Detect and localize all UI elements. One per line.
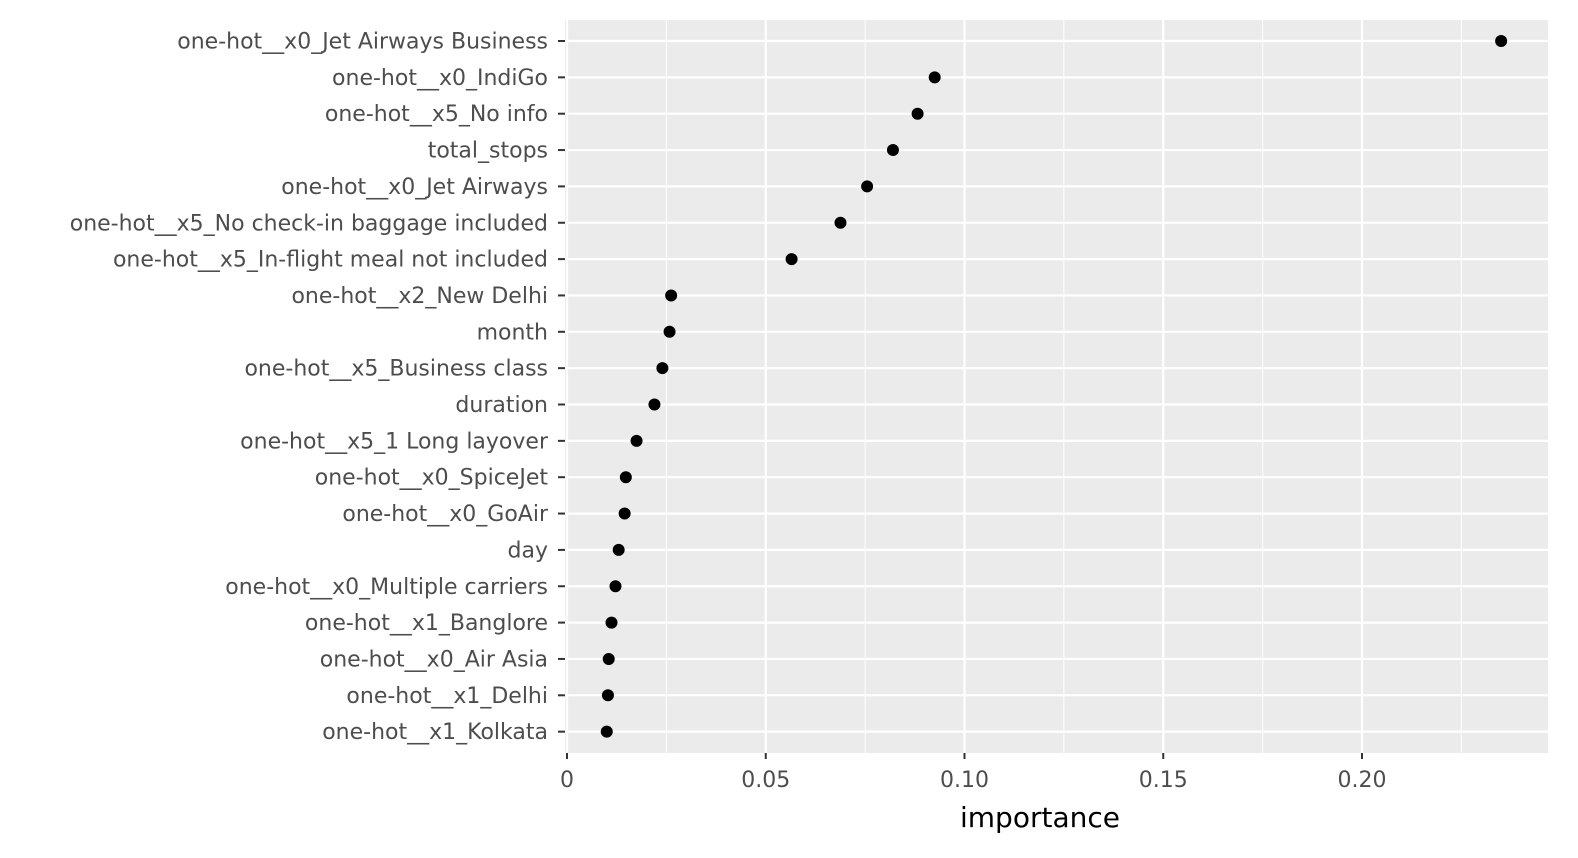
y-tick-label: one-hot__x1_Kolkata — [322, 720, 548, 745]
y-tick-label: day — [508, 538, 548, 563]
y-tick-label: one-hot__x5_Business class — [244, 357, 548, 382]
data-point — [630, 434, 643, 447]
y-tick-label: one-hot__x0_GoAir — [342, 502, 549, 527]
y-tick-label: one-hot__x5_No check-in baggage included — [70, 211, 548, 236]
data-point — [861, 180, 874, 193]
data-point — [602, 652, 615, 665]
data-point — [609, 580, 622, 593]
data-point — [619, 471, 632, 484]
x-tick-label: 0 — [560, 768, 574, 793]
data-point — [605, 616, 618, 629]
y-tick-label: one-hot__x1_Banglore — [305, 611, 548, 636]
y-tick-label: one-hot__x2_New Delhi — [291, 284, 548, 309]
x-tick-label: 0.20 — [1338, 768, 1387, 793]
data-point — [886, 144, 899, 157]
data-point — [785, 253, 798, 266]
y-axis: one-hot__x0_Jet Airways Business one-hot_… — [70, 30, 565, 745]
data-point — [663, 325, 676, 338]
data-points — [600, 35, 1508, 738]
data-point — [665, 289, 678, 302]
x-tick-label: 0.05 — [741, 768, 790, 793]
y-tick-label: one-hot__x0_SpiceJet — [315, 466, 549, 491]
y-tick-label: one-hot__x0_Air Asia — [320, 647, 548, 672]
y-tick-label: one-hot__x5_1 Long layover — [240, 429, 549, 454]
y-tick-label: one-hot__x0_Jet Airways Business — [177, 30, 548, 55]
data-point — [618, 507, 631, 520]
major-grid — [565, 20, 1548, 753]
y-tick-label: duration — [455, 393, 548, 418]
data-point — [911, 107, 924, 120]
x-tick-label: 0.15 — [1139, 768, 1188, 793]
y-tick-label: one-hot__x0_Multiple carriers — [225, 575, 548, 600]
data-point — [928, 71, 941, 84]
y-tick-label: one-hot__x5_No info — [325, 102, 548, 127]
y-tick-label: one-hot__x0_Jet Airways — [281, 175, 548, 200]
x-tick-label: 0.10 — [940, 768, 989, 793]
minor-grid — [665, 20, 1462, 753]
plot-panel — [565, 20, 1548, 753]
data-point — [612, 543, 625, 556]
x-axis-title: importance — [960, 801, 1120, 834]
data-point — [648, 398, 661, 411]
y-tick-label: total_stops — [428, 139, 548, 164]
y-tick-label: one-hot__x1_Delhi — [346, 684, 548, 709]
data-point — [1495, 35, 1508, 47]
y-tick-label: one-hot__x5_In-flight meal not included — [113, 248, 548, 273]
data-point — [834, 216, 847, 229]
y-tick-label: month — [477, 320, 548, 345]
y-tick-label: one-hot__x0_IndiGo — [332, 66, 548, 91]
data-point — [601, 689, 614, 702]
x-axis: 0 0.05 0.10 0.15 0.20 — [560, 753, 1386, 793]
data-point — [656, 362, 669, 375]
data-point — [600, 725, 613, 738]
